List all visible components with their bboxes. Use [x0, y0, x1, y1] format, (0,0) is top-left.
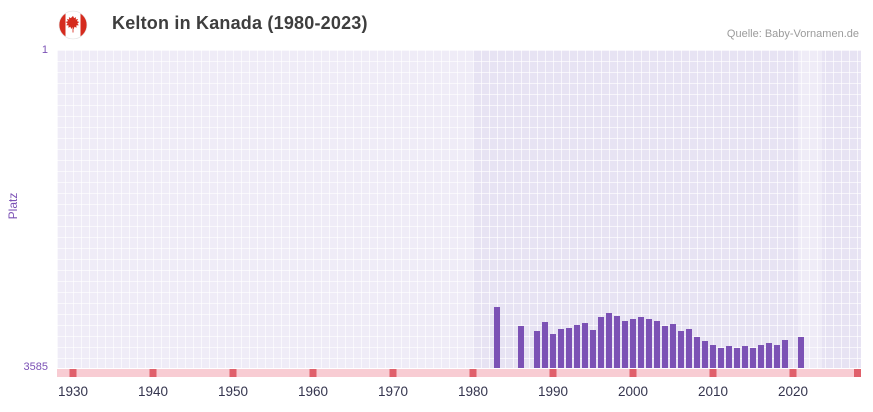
bar-2009[interactable] — [702, 340, 708, 368]
x-tick-marker-1960 — [309, 369, 317, 377]
x-tick-marker-1940 — [149, 369, 157, 377]
source-attribution: Quelle: Baby-Vornamen.de — [726, 28, 859, 40]
bar-2002[interactable] — [646, 318, 652, 368]
bar-1989[interactable] — [542, 322, 548, 368]
bar-1996[interactable] — [598, 316, 604, 368]
x-tick-label-1940: 1940 — [137, 384, 169, 399]
bar-2000[interactable] — [630, 318, 636, 368]
y-axis-title: Platz — [6, 192, 20, 220]
x-tick-label-2000: 2000 — [617, 384, 649, 399]
bar-1993[interactable] — [574, 324, 580, 368]
bar-2014[interactable] — [742, 346, 748, 368]
bar-2005[interactable] — [669, 324, 676, 368]
bar-2017[interactable] — [766, 342, 772, 368]
bar-1992[interactable] — [566, 327, 572, 368]
bar-2016[interactable] — [758, 345, 764, 368]
x-tick-label-1980: 1980 — [457, 384, 489, 399]
bar-1995[interactable] — [589, 330, 596, 368]
bar-1990[interactable] — [550, 333, 556, 368]
bar-1991[interactable] — [558, 329, 564, 368]
x-tick-label-1930: 1930 — [57, 384, 89, 399]
bar-2011[interactable] — [718, 348, 724, 368]
x-tick-marker-1970 — [389, 369, 397, 377]
bar-2010[interactable] — [710, 345, 716, 368]
x-tick-marker-1930 — [69, 369, 77, 377]
x-tick-label-2020: 2020 — [777, 384, 809, 399]
plot-shade-band — [797, 50, 822, 368]
x-tick-label-2010: 2010 — [697, 384, 729, 399]
x-axis-edge-marker — [854, 369, 861, 377]
x-tick-marker-1950 — [229, 369, 237, 377]
x-tick-label-1960: 1960 — [297, 384, 329, 399]
x-tick-label-1990: 1990 — [537, 384, 569, 399]
bar-2004[interactable] — [661, 325, 668, 368]
plot-shade-band — [57, 50, 473, 368]
bar-2012[interactable] — [726, 346, 732, 368]
chart-title: Kelton in Kanada (1980-2023) — [112, 13, 368, 33]
bar-2008[interactable] — [694, 336, 700, 368]
canada-flag-icon — [58, 10, 88, 40]
bar-2007[interactable] — [686, 329, 692, 368]
y-axis-max-label: 1 — [41, 44, 48, 56]
bar-1997[interactable] — [606, 313, 612, 368]
bar-2013[interactable] — [734, 348, 740, 368]
x-tick-label-1970: 1970 — [377, 384, 409, 399]
plot-area — [57, 50, 861, 368]
bar-2001[interactable] — [638, 316, 644, 368]
bar-2018[interactable] — [774, 345, 780, 368]
x-tick-marker-2020 — [789, 369, 797, 377]
y-axis-min-label: 3585 — [23, 361, 48, 373]
bar-2006[interactable] — [678, 331, 684, 368]
bar-1994[interactable] — [581, 323, 588, 368]
bar-1998[interactable] — [614, 316, 620, 368]
bar-1988[interactable] — [534, 331, 540, 368]
x-tick-marker-1990 — [549, 369, 557, 377]
x-tick-marker-2000 — [629, 369, 637, 377]
bar-1986[interactable] — [518, 325, 524, 368]
x-tick-marker-2010 — [709, 369, 717, 377]
x-tick-label-1950: 1950 — [217, 384, 249, 399]
x-axis-labels: 1930 1940 1950 1960 1970 1980 1990 2000 2010 2020 — [57, 384, 861, 404]
bar-2015[interactable] — [750, 348, 756, 368]
bar-2019[interactable] — [782, 340, 788, 368]
bar-2003[interactable] — [654, 321, 660, 368]
x-axis-band — [57, 369, 861, 377]
bar-1983[interactable] — [494, 307, 500, 368]
bar-2021[interactable] — [798, 337, 804, 368]
x-tick-marker-1980 — [469, 369, 477, 377]
bar-1999[interactable] — [622, 320, 628, 368]
